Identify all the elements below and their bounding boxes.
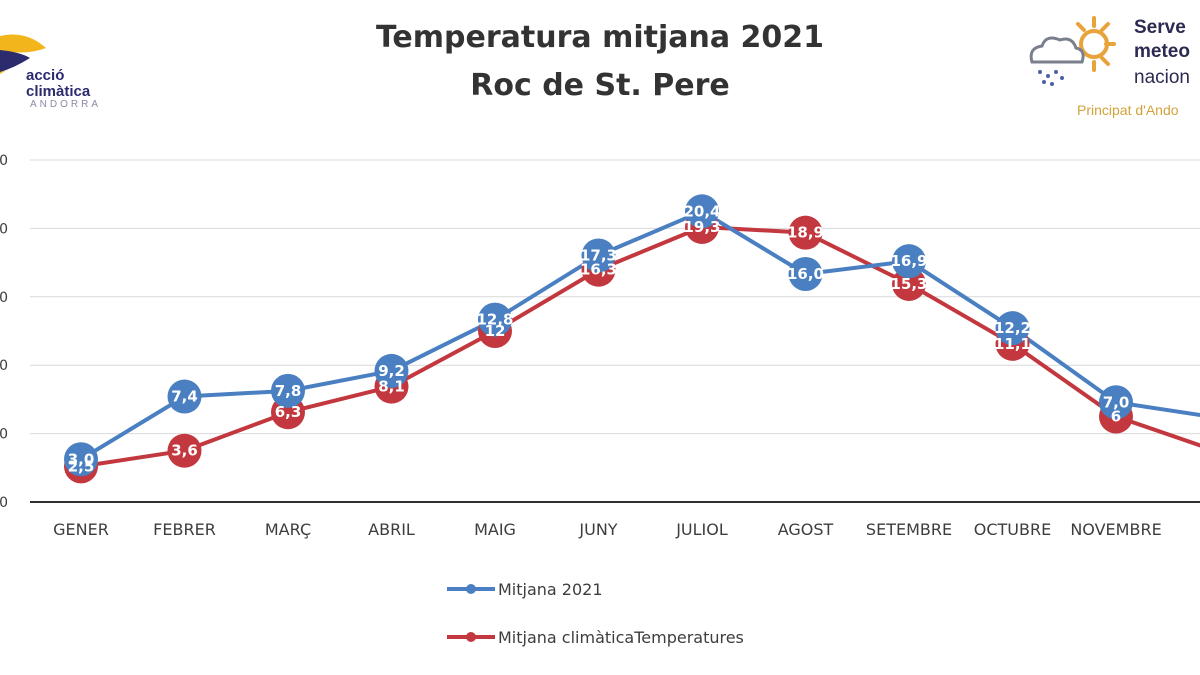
data-point: [995, 311, 1030, 346]
y-tick-label: 0: [0, 427, 8, 443]
sun-cloud-icon: [1029, 16, 1116, 86]
x-tick-label: AGOST: [778, 520, 834, 539]
servei-meteorologic-logo: Serve meteo nacion Principat d'Ando: [1022, 10, 1200, 125]
y-tick-label: 0: [0, 495, 8, 511]
data-point: [167, 379, 202, 414]
x-tick-label: NOVEMBRE: [1070, 520, 1161, 539]
data-point: [1099, 385, 1133, 420]
logo-right-line4: Principat d'Ando: [1077, 102, 1179, 118]
data-label: 3,0: [68, 450, 95, 468]
data-label: 15,3: [890, 275, 927, 293]
data-point: [167, 433, 202, 468]
data-label: 3,6: [171, 442, 198, 460]
x-tick-label: OCTUBRE: [974, 520, 1051, 539]
logo-right-line2: meteo: [1134, 41, 1190, 62]
data-label: 18,9: [787, 224, 824, 242]
data-label: 16,9: [890, 252, 927, 270]
y-tick-label: 0: [0, 221, 8, 237]
data-point: [271, 373, 305, 408]
data-point: [478, 302, 512, 337]
series-group: 2,5 3,6 6,3 8,1 12 16,3 19,3 18,9 15,3 11,1 6 3,0 7,…: [64, 194, 1200, 484]
data-label: 11,1: [994, 335, 1031, 353]
legend: Mitjana 2021 Mitjana climàticaTemperature…: [447, 580, 744, 647]
data-point: [581, 238, 616, 273]
legend-swatch-marker: [466, 632, 476, 642]
data-point: [374, 353, 409, 388]
data-point: [788, 257, 823, 291]
data-label: 17,3: [580, 246, 617, 264]
data-point: [788, 215, 823, 250]
legend-swatch-marker: [466, 584, 476, 594]
data-label: 6: [1111, 408, 1121, 426]
legend-label: Mitjana 2021: [498, 580, 603, 599]
logo-right-line1: Serve: [1134, 17, 1186, 38]
x-tick-label: JUNY: [578, 520, 617, 539]
data-label: 16,0: [787, 265, 824, 283]
data-label: 19,3: [683, 218, 720, 236]
data-label: 8,1: [378, 378, 405, 396]
accio-climatica-logo: acció climàtica ANDORRA: [0, 28, 140, 118]
data-label: 16,3: [580, 261, 617, 279]
series-line-1: [80, 224, 1200, 469]
y-tick-label: 0: [0, 290, 8, 306]
x-axis-ticks: GENER FEBRER MARÇ ABRIL MAIG JUNY JULIOL AGOST S…: [53, 520, 1162, 539]
logo-right-line3: nacion: [1134, 67, 1190, 88]
data-label: 12: [485, 322, 506, 340]
data-label: 7,8: [275, 382, 302, 400]
chart-title: Temperatura mitjana 2021: [376, 20, 824, 55]
x-tick-label: MAIG: [474, 520, 516, 539]
bird-icon: [0, 34, 46, 74]
logo-left-line1: acció: [26, 67, 65, 84]
data-label: 20,4: [683, 202, 720, 220]
y-tick-label: 0: [0, 358, 8, 374]
data-label: 2,5: [68, 457, 95, 475]
logo-left-line2: climàtica: [26, 83, 91, 100]
x-tick-label: ABRIL: [368, 520, 415, 539]
data-label: 12,2: [994, 319, 1031, 337]
logo-left-line3: ANDORRA: [30, 99, 102, 110]
data-label: 9,2: [378, 362, 405, 380]
x-tick-label: JULIOL: [675, 520, 728, 539]
data-label: 12,8: [476, 311, 513, 329]
chart-subtitle: Roc de St. Pere: [470, 68, 729, 103]
x-tick-label: MARÇ: [265, 520, 311, 539]
x-tick-label: SETEMBRE: [866, 520, 952, 539]
x-tick-label: FEBRER: [153, 520, 216, 539]
data-label: 7,4: [171, 388, 198, 406]
data-point: [64, 442, 98, 477]
data-point: [892, 244, 926, 279]
legend-label: Mitjana climàticaTemperatures: [498, 628, 744, 647]
data-label: 6,3: [275, 403, 302, 421]
data-label: 7,0: [1103, 393, 1130, 411]
x-tick-label: GENER: [53, 520, 109, 539]
y-tick-label: 0: [0, 153, 8, 169]
series-line-0: [79, 209, 1200, 461]
data-point: [685, 194, 719, 229]
y-axis-ticks: 0 0 0 0 0 0: [0, 153, 8, 511]
